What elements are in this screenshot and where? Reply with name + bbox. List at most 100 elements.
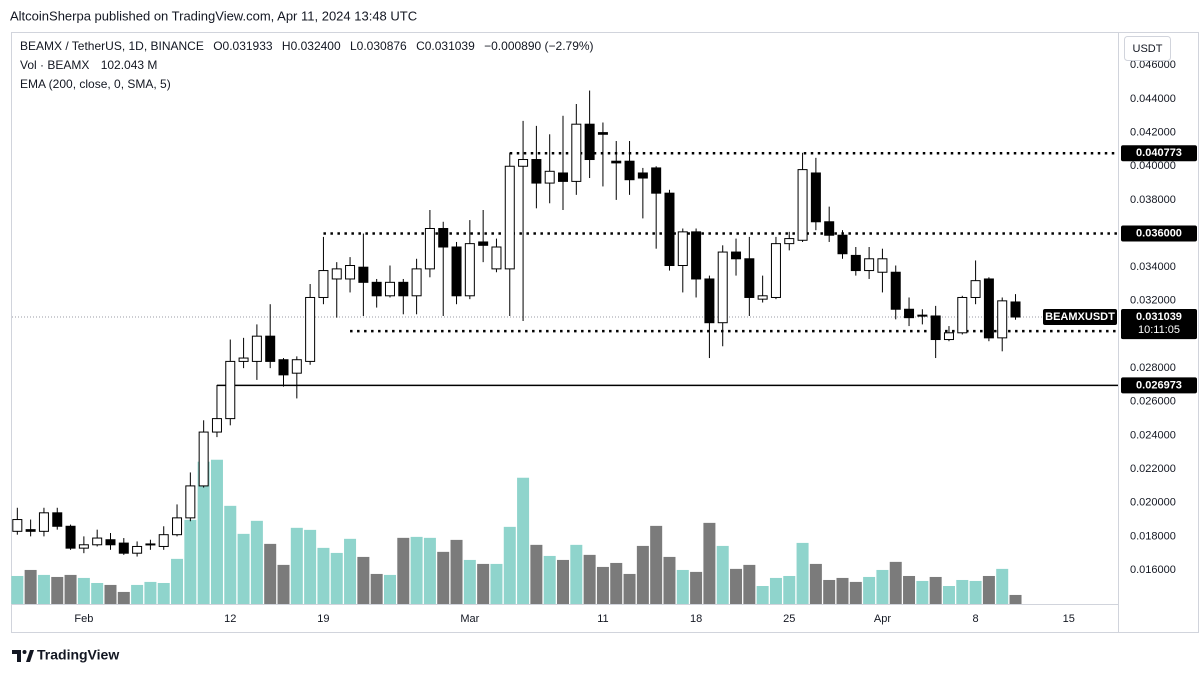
volume-bar bbox=[210, 459, 223, 604]
candle-body bbox=[824, 221, 835, 236]
volume-bar bbox=[410, 536, 423, 604]
candle-body bbox=[464, 243, 475, 297]
volume-bar bbox=[517, 477, 530, 604]
volume-bar bbox=[1009, 594, 1022, 604]
candle-body bbox=[970, 280, 981, 298]
legend-volume: Vol · BEAMX 102.043 M bbox=[20, 58, 157, 72]
unit-button[interactable] bbox=[1124, 36, 1171, 61]
candle-body bbox=[704, 278, 715, 324]
volume-bar bbox=[876, 569, 889, 604]
candle-body bbox=[398, 281, 409, 297]
candle-body bbox=[92, 537, 103, 546]
volume-bar bbox=[823, 579, 836, 604]
volume-bar bbox=[197, 461, 210, 604]
volume-bar bbox=[543, 555, 556, 604]
candle-body bbox=[904, 308, 915, 319]
volume-bar bbox=[743, 564, 756, 604]
x-tick-label: 15 bbox=[1063, 613, 1075, 625]
candle-body bbox=[25, 529, 36, 532]
legend-open: O0.031933 bbox=[213, 39, 273, 53]
candle-body bbox=[52, 512, 63, 527]
y-tick-label: 0.024000 bbox=[1130, 429, 1176, 441]
volume-bar bbox=[437, 551, 450, 604]
x-tick-label: Apr bbox=[874, 613, 891, 625]
candle-body bbox=[424, 227, 435, 270]
candle-body bbox=[118, 542, 129, 554]
y-tick-label: 0.034000 bbox=[1130, 261, 1176, 273]
volume-bar bbox=[344, 538, 357, 604]
volume-bar bbox=[77, 577, 90, 604]
volume-bar bbox=[557, 559, 570, 604]
candle-body bbox=[731, 251, 742, 260]
candle-body bbox=[930, 315, 941, 341]
volume-bar bbox=[24, 569, 37, 604]
volume-bar bbox=[836, 577, 849, 604]
level-tag bbox=[1121, 377, 1197, 394]
y-tick-label: 0.038000 bbox=[1130, 194, 1176, 206]
candle-body bbox=[238, 357, 249, 362]
candle-body bbox=[358, 266, 369, 283]
last-price-tag bbox=[1121, 309, 1197, 340]
y-tick-label: 0.018000 bbox=[1130, 530, 1176, 542]
volume-bar bbox=[490, 563, 503, 604]
candle-body bbox=[518, 159, 529, 167]
volume-bar bbox=[863, 576, 876, 604]
publisher-line: AltcoinSherpa published on TradingView.c… bbox=[10, 8, 417, 23]
last-price-label: 0.031039 bbox=[1136, 311, 1182, 323]
candle-body bbox=[784, 238, 795, 245]
volume-bar bbox=[623, 573, 636, 604]
volume-bar bbox=[423, 537, 436, 604]
legend-high: H0.032400 bbox=[282, 39, 341, 53]
candle-body bbox=[890, 271, 901, 310]
candle-body bbox=[345, 265, 356, 280]
candle-body bbox=[318, 270, 329, 298]
volume-bar bbox=[570, 544, 583, 604]
footer-brand: TradingView bbox=[37, 647, 119, 663]
legend-symbol: BEAMX / TetherUS, 1D, BINANCE bbox=[20, 39, 204, 53]
candle-body bbox=[12, 519, 23, 532]
candle-body bbox=[132, 545, 143, 554]
candle-body bbox=[291, 359, 302, 374]
symbol-tag-label: BEAMXUSDT bbox=[1045, 311, 1115, 323]
candle-body bbox=[744, 258, 755, 298]
volume-bar bbox=[756, 586, 769, 604]
legend-line: BEAMX / TetherUS, 1D, BINANCE O0.031933 … bbox=[20, 39, 594, 53]
candle-body bbox=[797, 169, 808, 241]
x-tick-label: 25 bbox=[783, 613, 795, 625]
volume-bar bbox=[769, 577, 782, 604]
candle-body bbox=[491, 246, 502, 270]
candle-body bbox=[78, 544, 89, 549]
y-tick-label: 0.046000 bbox=[1130, 59, 1176, 71]
legend-close: C0.031039 bbox=[416, 39, 475, 53]
volume-bar bbox=[942, 586, 955, 604]
candle-body bbox=[504, 165, 515, 270]
legend-change: −0.000890 (−2.79%) bbox=[484, 39, 593, 53]
volume-bar bbox=[530, 544, 543, 604]
volume-bar bbox=[889, 561, 902, 604]
volume-bar bbox=[783, 575, 796, 604]
volume-bar bbox=[304, 529, 317, 604]
volume-bar bbox=[11, 575, 24, 604]
candle-body bbox=[478, 241, 489, 246]
candle-body bbox=[438, 227, 449, 248]
candle-body bbox=[371, 281, 382, 297]
volume-bar bbox=[690, 571, 703, 604]
volume-bar bbox=[477, 563, 490, 604]
x-tick-label: Feb bbox=[74, 613, 93, 625]
volume-bar bbox=[277, 564, 290, 604]
y-tick-label: 0.016000 bbox=[1130, 564, 1176, 576]
volume-bar bbox=[903, 575, 916, 604]
x-tick-label: 19 bbox=[317, 613, 329, 625]
volume-bar bbox=[929, 576, 942, 604]
candle-body bbox=[1010, 301, 1021, 318]
y-tick-label: 0.026000 bbox=[1130, 396, 1176, 408]
candle-body bbox=[531, 159, 542, 184]
volume-bar bbox=[157, 582, 170, 604]
candle-body bbox=[997, 300, 1008, 339]
candle-body bbox=[877, 258, 888, 273]
volume-bar bbox=[809, 563, 822, 604]
unit-label[interactable]: USDT bbox=[1133, 43, 1163, 55]
legend-indicator: EMA (200, close, 0, SMA, 5) bbox=[20, 77, 171, 91]
volume-bar bbox=[357, 556, 370, 604]
candle-body bbox=[278, 359, 289, 376]
